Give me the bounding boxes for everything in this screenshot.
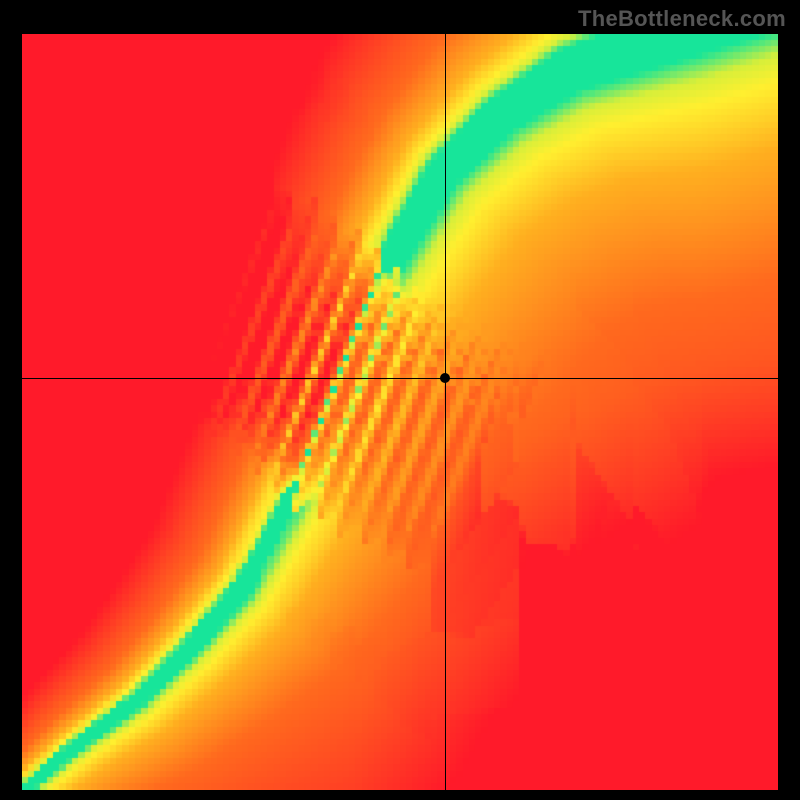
chart-container: TheBottleneck.com — [0, 0, 800, 800]
bottleneck-heatmap — [22, 34, 778, 790]
crosshair-marker — [440, 373, 450, 383]
watermark-text: TheBottleneck.com — [578, 6, 786, 32]
crosshair-vertical — [445, 34, 446, 790]
crosshair-horizontal — [22, 378, 778, 379]
